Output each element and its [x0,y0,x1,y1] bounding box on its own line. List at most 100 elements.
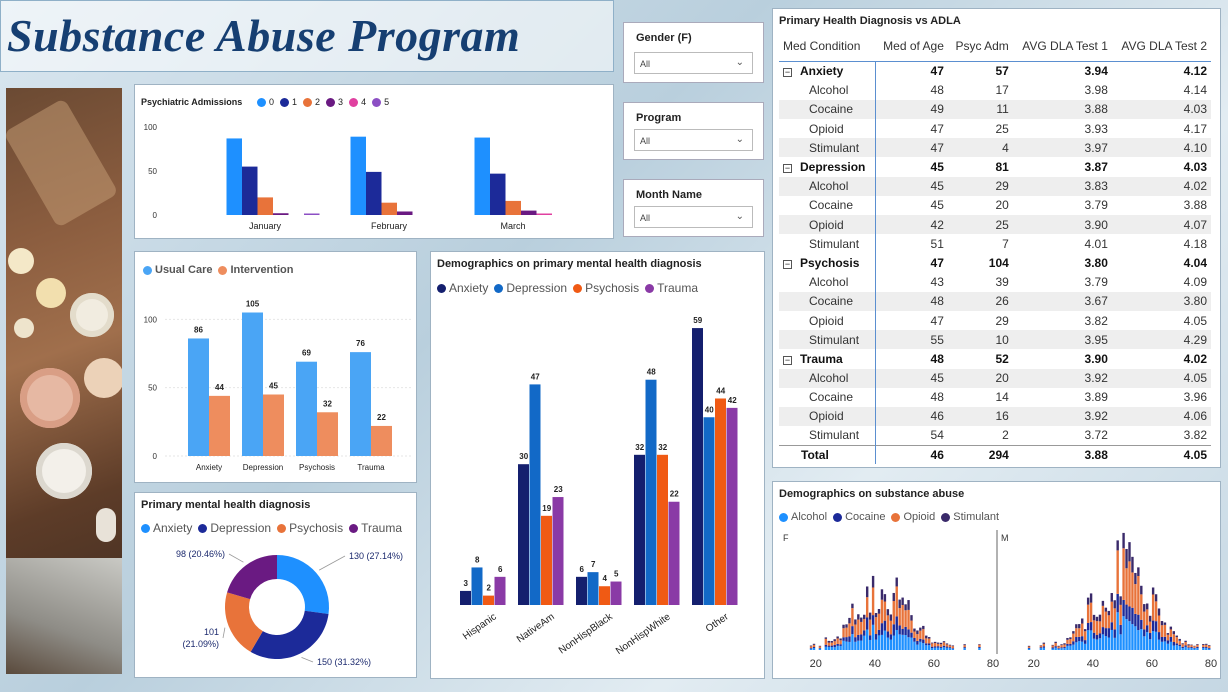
histogram-bar[interactable] [889,634,893,640]
collapse-icon[interactable]: − [783,67,792,78]
bar[interactable] [490,173,506,215]
histogram-bar[interactable] [830,642,833,646]
histogram-bar[interactable] [1196,646,1199,649]
histogram-bar[interactable] [827,640,830,643]
histogram-bar[interactable] [1202,646,1205,648]
histogram-bar[interactable] [1131,556,1134,573]
histogram-bar[interactable] [1081,623,1084,637]
histogram-bar[interactable] [1157,608,1161,616]
pa-legend-item[interactable]: 4 [349,97,366,107]
histogram-bar[interactable] [1172,642,1175,646]
histogram-bar[interactable] [1175,643,1178,646]
histogram-bar[interactable] [1137,567,1140,577]
histogram-bar[interactable] [1125,549,1128,569]
histogram-bar[interactable] [833,641,836,645]
histogram-bar[interactable] [939,647,943,650]
histogram-bar[interactable] [1104,636,1108,650]
histogram-bar[interactable] [1160,637,1164,642]
histogram-bar[interactable] [1208,647,1211,649]
histogram-bar[interactable] [1175,635,1178,638]
histogram-bar[interactable] [1042,642,1046,644]
histogram-bar[interactable] [1146,632,1149,650]
histogram-bar[interactable] [922,639,925,644]
histogram-bar[interactable] [1172,634,1175,643]
histogram-bar[interactable] [945,644,949,647]
histogram-bar[interactable] [842,640,845,650]
histogram-bar[interactable] [951,646,955,649]
histogram-bar[interactable] [910,637,913,650]
histogram-bar[interactable] [1190,647,1193,649]
histogram-bar[interactable] [1083,631,1087,641]
bar[interactable] [226,138,243,215]
table-row[interactable]: − Trauma 48 52 3.90 4.02 [779,349,1211,369]
histogram-bar[interactable] [1122,532,1125,549]
histogram-bar[interactable] [1160,621,1164,626]
bar[interactable] [483,595,494,605]
histogram-bar[interactable] [925,645,928,650]
histogram-bar[interactable] [1107,628,1111,638]
histogram-bar[interactable] [1163,622,1167,625]
histogram-bar[interactable] [1095,621,1099,635]
histogram-bar[interactable] [1072,633,1075,642]
care-legend-item[interactable]: Intervention [218,264,293,276]
histogram-bar[interactable] [1042,646,1046,648]
bar[interactable] [552,497,564,605]
histogram-bar[interactable] [854,619,857,625]
histogram-bar[interactable] [1113,629,1116,638]
histogram-bar[interactable] [1187,645,1190,648]
histogram-bar[interactable] [1057,646,1060,649]
histogram-bar[interactable] [857,614,860,620]
histogram-bar[interactable] [1060,644,1063,646]
histogram-bar[interactable] [942,645,946,648]
bar[interactable] [521,210,537,215]
histogram-bar[interactable] [930,646,934,649]
histogram-bar[interactable] [839,638,842,641]
histogram-bar[interactable] [1083,640,1087,644]
histogram-bar[interactable] [1122,548,1125,600]
month-slicer[interactable]: Month Name All ⌄ [623,179,764,237]
histogram-bar[interactable] [898,608,901,626]
histogram-bar[interactable] [1110,622,1113,630]
column-header[interactable]: Med Condition [779,35,876,62]
histogram-bar[interactable] [818,646,822,649]
histogram-bar[interactable] [916,640,919,645]
histogram-bar[interactable] [1143,636,1146,650]
histogram-bar[interactable] [880,634,884,650]
histogram-bar[interactable] [860,621,863,635]
histogram-bar[interactable] [842,624,845,629]
histogram-bar[interactable] [889,639,893,650]
histogram-bar[interactable] [818,648,822,650]
histogram-bar[interactable] [860,617,863,622]
histogram-bar[interactable] [1081,636,1084,642]
table-row[interactable]: − Depression 45 81 3.87 4.03 [779,157,1211,177]
histogram-bar[interactable] [1172,631,1175,635]
bar[interactable] [634,454,645,605]
histogram-bar[interactable] [1066,637,1069,640]
histogram-bar[interactable] [1146,603,1149,610]
histogram-bar[interactable] [1086,622,1090,631]
column-header[interactable]: AVG DLA Test 1 [1012,35,1112,62]
histogram-bar[interactable] [836,638,839,644]
histogram-bar[interactable] [812,643,816,645]
histogram-bar[interactable] [886,631,890,638]
histogram-bar[interactable] [1140,629,1143,650]
histogram-bar[interactable] [1184,640,1187,643]
histogram-bar[interactable] [1113,608,1116,630]
histogram-bar[interactable] [818,648,822,649]
gender-dropdown[interactable]: All ⌄ [634,52,753,74]
histogram-bar[interactable] [907,637,910,650]
histogram-bar[interactable] [1202,644,1205,646]
histogram-bar[interactable] [1175,645,1178,650]
histogram-bar[interactable] [1054,641,1057,644]
histogram-bar[interactable] [1190,648,1193,650]
bar[interactable] [371,425,392,456]
histogram-bar[interactable] [865,629,869,650]
sub-legend-item[interactable]: Cocaine [833,511,885,523]
bar[interactable] [576,576,587,605]
histogram-bar[interactable] [901,597,904,606]
histogram-bar[interactable] [883,601,887,621]
histogram-bar[interactable] [948,647,952,649]
demo-legend-item[interactable]: Psychosis [573,281,639,295]
histogram-bar[interactable] [851,626,854,635]
histogram-bar[interactable] [880,623,884,635]
